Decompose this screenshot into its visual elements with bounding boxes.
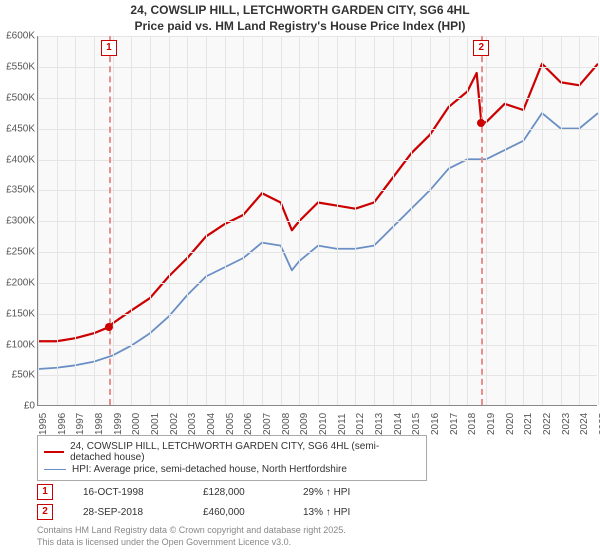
gridline-vertical [542,36,543,405]
y-axis-tick-label: £400K [1,154,35,165]
y-axis-tick-label: £350K [1,185,35,196]
legend-swatch [44,451,64,453]
y-axis-tick-label: £200K [1,277,35,288]
sale-point-dot [105,323,113,331]
gridline-vertical [411,36,412,405]
y-axis-tick-label: £600K [1,31,35,42]
chart-area: £0£50K£100K£150K£200K£250K£300K£350K£400… [37,36,597,426]
y-axis-tick-label: £300K [1,216,35,227]
sale-row: 1 16-OCT-1998 £128,000 29% ↑ HPI [37,484,393,500]
gridline-vertical [57,36,58,405]
y-axis-tick-label: £250K [1,247,35,258]
gridline-vertical [262,36,263,405]
footer-line-2: This data is licensed under the Open Gov… [37,537,291,547]
y-axis-tick-label: £500K [1,92,35,103]
sale-date: 16-OCT-1998 [83,487,173,498]
plot-region: £0£50K£100K£150K£200K£250K£300K£350K£400… [37,36,597,406]
gridline-vertical [486,36,487,405]
title-line-1: 24, COWSLIP HILL, LETCHWORTH GARDEN CITY… [130,3,469,17]
sales-table: 1 16-OCT-1998 £128,000 29% ↑ HPI 2 28-SEP-201… [37,480,393,524]
sale-date: 28-SEP-2018 [83,507,173,518]
gridline-vertical [393,36,394,405]
event-vertical-line [481,36,483,405]
gridline-vertical [523,36,524,405]
y-axis-tick-label: £150K [1,308,35,319]
gridline-vertical [131,36,132,405]
chart-title: 24, COWSLIP HILL, LETCHWORTH GARDEN CITY… [0,0,600,34]
event-vertical-line [109,36,111,405]
legend-box: 24, COWSLIP HILL, LETCHWORTH GARDEN CITY… [37,435,427,481]
gridline-vertical [281,36,282,405]
gridline-vertical [374,36,375,405]
gridline-vertical [598,36,599,405]
legend-row: 24, COWSLIP HILL, LETCHWORTH GARDEN CITY… [44,441,420,463]
gridline-vertical [505,36,506,405]
sale-delta-vs-hpi: 29% ↑ HPI [303,487,393,498]
gridline-vertical [150,36,151,405]
footer-line-1: Contains HM Land Registry data © Crown c… [37,525,346,535]
y-axis-tick-label: £100K [1,339,35,350]
footer-attribution: Contains HM Land Registry data © Crown c… [37,525,346,548]
title-line-2: Price paid vs. HM Land Registry's House … [135,19,466,33]
sale-index-box: 2 [37,504,53,520]
legend-swatch [44,469,66,470]
legend-label: HPI: Average price, semi-detached house,… [72,464,347,475]
gridline-vertical [169,36,170,405]
gridline-vertical [225,36,226,405]
legend-row: HPI: Average price, semi-detached house,… [44,464,420,475]
sale-index-box: 1 [37,484,53,500]
gridline-vertical [318,36,319,405]
gridline-vertical [38,36,39,405]
y-axis-tick-label: £0 [1,401,35,412]
gridline-vertical [449,36,450,405]
event-marker-box: 1 [101,40,117,56]
gridline-vertical [94,36,95,405]
gridline-vertical [299,36,300,405]
gridline-vertical [430,36,431,405]
chart-container: 24, COWSLIP HILL, LETCHWORTH GARDEN CITY… [0,0,600,560]
gridline-vertical [337,36,338,405]
gridline-vertical [206,36,207,405]
sale-point-dot [477,119,485,127]
gridline-vertical [187,36,188,405]
gridline-vertical [467,36,468,405]
legend-label: 24, COWSLIP HILL, LETCHWORTH GARDEN CITY… [70,441,420,463]
sale-delta-vs-hpi: 13% ↑ HPI [303,507,393,518]
gridline-vertical [75,36,76,405]
gridline-vertical [579,36,580,405]
sale-price: £460,000 [203,507,273,518]
gridline-vertical [355,36,356,405]
y-axis-tick-label: £450K [1,123,35,134]
sale-row: 2 28-SEP-2018 £460,000 13% ↑ HPI [37,504,393,520]
gridline-vertical [561,36,562,405]
y-axis-tick-label: £50K [1,370,35,381]
gridline-vertical [113,36,114,405]
y-axis-tick-label: £550K [1,62,35,73]
gridline-vertical [243,36,244,405]
event-marker-box: 2 [473,40,489,56]
sale-price: £128,000 [203,487,273,498]
